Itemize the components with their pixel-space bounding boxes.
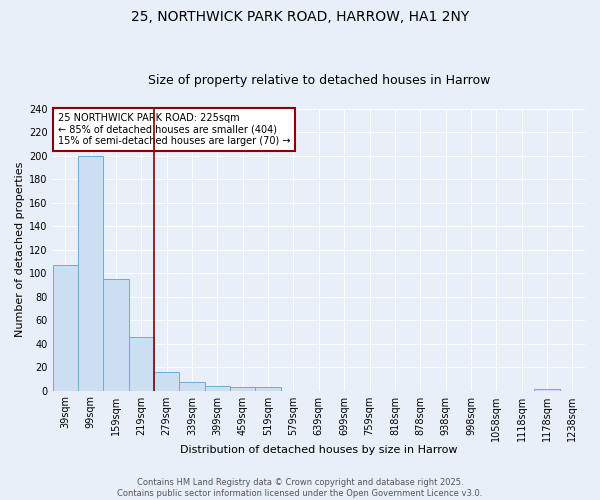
Bar [53, 265, 78, 390]
Bar [179, 382, 205, 390]
Bar [78, 156, 103, 390]
Bar [205, 386, 230, 390]
Text: 25, NORTHWICK PARK ROAD, HARROW, HA1 2NY: 25, NORTHWICK PARK ROAD, HARROW, HA1 2NY [131, 10, 469, 24]
Bar [256, 387, 281, 390]
Bar [154, 372, 179, 390]
X-axis label: Distribution of detached houses by size in Harrow: Distribution of detached houses by size … [180, 445, 458, 455]
Y-axis label: Number of detached properties: Number of detached properties [15, 162, 25, 338]
Title: Size of property relative to detached houses in Harrow: Size of property relative to detached ho… [148, 74, 490, 87]
Bar [129, 336, 154, 390]
Text: 25 NORTHWICK PARK ROAD: 225sqm
← 85% of detached houses are smaller (404)
15% of: 25 NORTHWICK PARK ROAD: 225sqm ← 85% of … [58, 113, 290, 146]
Bar [230, 387, 256, 390]
Bar [103, 279, 129, 390]
Text: Contains HM Land Registry data © Crown copyright and database right 2025.
Contai: Contains HM Land Registry data © Crown c… [118, 478, 482, 498]
